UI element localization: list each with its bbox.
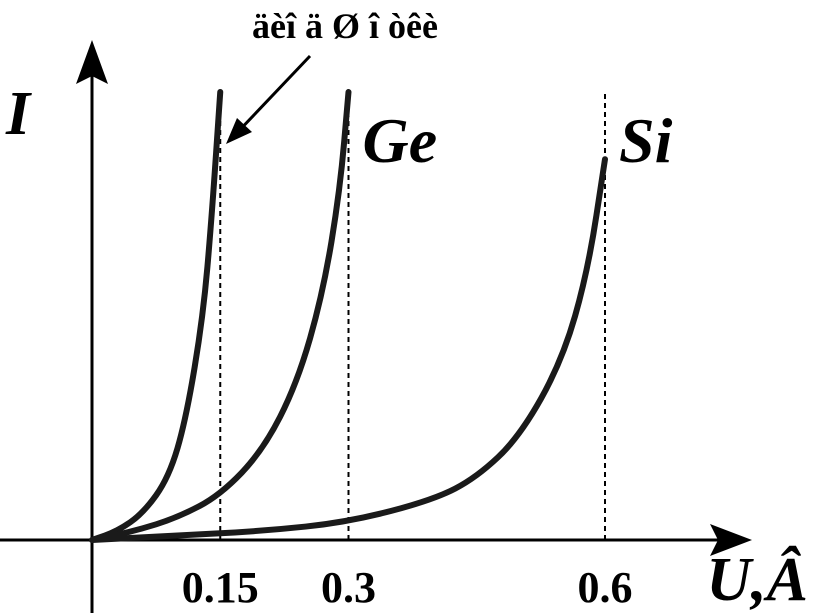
annotation-label: äèî ä Ø î òêè — [252, 6, 438, 46]
x-tick-label-1: 0.3 — [321, 563, 376, 612]
x-tick-label-0: 0.15 — [182, 563, 259, 612]
series-curve-si — [89, 156, 608, 543]
series-curve-0 — [89, 89, 224, 543]
y-axis-title: I — [5, 80, 32, 148]
x-axis-arrow — [710, 524, 752, 556]
series-curve-ge — [89, 89, 352, 543]
series-label-si: Si — [619, 105, 673, 176]
series-label-ge: Ge — [363, 105, 438, 176]
y-axis-arrow — [76, 40, 108, 84]
x-axis-title: U,Â — [706, 546, 808, 613]
x-tick-label-2: 0.6 — [578, 563, 633, 612]
annotation-arrowhead — [226, 118, 252, 144]
annotation-arrow — [232, 54, 312, 138]
